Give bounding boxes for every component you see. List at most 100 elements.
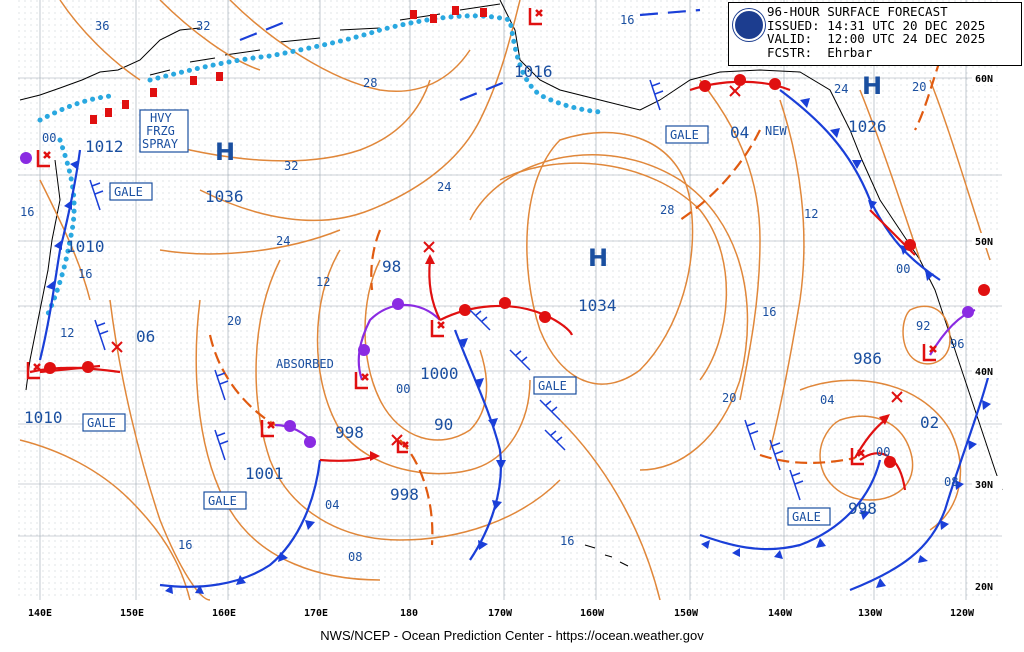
wind-barbs [89, 79, 804, 501]
gale-label: GALE [792, 510, 821, 524]
isobar-label: 02 [920, 413, 939, 432]
isobar-label: 16 [178, 538, 192, 552]
lon-tick: 170W [488, 608, 513, 619]
freezing-spray-warning: HVY FRZG SPRAY [139, 109, 189, 153]
isobar-label: 24 [834, 82, 848, 96]
isobar-label: 16 [762, 305, 776, 319]
lon-tick: 180 [400, 608, 418, 619]
front-symbols [20, 74, 991, 594]
pressure-low-998-b: 998 [390, 485, 419, 504]
svg-text:HVY: HVY [150, 111, 172, 125]
isobar-label: 32 [196, 19, 210, 33]
lon-tick: 150W [674, 608, 699, 619]
lon-tick: 160E [212, 608, 236, 619]
gale-label: GALE [87, 416, 116, 430]
stationary-front [239, 8, 701, 102]
pressure-low-1000: 1000 [420, 364, 459, 383]
forecast-info-text: 96-HOUR SURFACE FORECAST ISSUED: 14:31 U… [767, 5, 985, 59]
isobar-label: 92 [916, 319, 930, 333]
isobar-label: 32 [284, 159, 298, 173]
isobar-label: 98 [382, 257, 401, 276]
lon-tick: 170E [304, 608, 328, 619]
isobar-label: 28 [660, 203, 674, 217]
isobar-label: 08 [348, 550, 362, 564]
pressure-low-998-c: 998 [848, 499, 877, 518]
cold-front-3 [699, 459, 882, 551]
isobar-label: 1010 [24, 408, 63, 427]
lon-tick: 150E [120, 608, 144, 619]
isobar-label: 1016 [514, 62, 553, 81]
cold-front-5 [779, 89, 941, 281]
ice-accretion-symbols [90, 6, 487, 124]
isobar-label: 20 [912, 80, 926, 94]
forecast-info-box: 96-HOUR SURFACE FORECAST ISSUED: 14:31 U… [728, 2, 1022, 66]
isobar-labels: 36 32 32 28 28 24 24 24 20 20 20 16 16 1… [20, 13, 964, 564]
isobar-label: 16 [560, 534, 574, 548]
lat-tick: 60N [975, 74, 993, 85]
lat-tick: 50N [975, 237, 993, 248]
isobar-label: 24 [437, 180, 451, 194]
isobar-label: 06 [136, 327, 155, 346]
track-arrowheads [370, 254, 890, 461]
pressure-low-1001: 1001 [245, 464, 284, 483]
aleutian-islands [149, 3, 501, 76]
isobar-label: 00 [396, 382, 410, 396]
absorbed-label: ABSORBED [276, 357, 334, 371]
cold-front-2 [159, 459, 322, 588]
forecast-title: 96-HOUR SURFACE FORECAST [767, 4, 948, 19]
isobar-label: 24 [276, 234, 290, 248]
warm-front-5 [869, 209, 916, 256]
isobar-label: 04 [820, 393, 834, 407]
noaa-logo-icon [733, 9, 765, 41]
gale-label: GALE [208, 494, 237, 508]
trough-4 [914, 59, 942, 131]
isobar-label: 12 [316, 275, 330, 289]
isobar-label: 28 [363, 76, 377, 90]
high-center-1034-symbol: H [588, 244, 608, 272]
high-center-1026-symbol: H [862, 72, 882, 100]
isobar-label: 16 [620, 13, 634, 27]
isobar-label: 16 [78, 267, 92, 281]
isobar-label: 08 [944, 475, 958, 489]
lon-tick: 140W [768, 608, 793, 619]
pressure-low-1010: 1010 [66, 237, 105, 256]
isobar-label: 04 [730, 123, 749, 142]
warm-front-3 [859, 452, 907, 491]
pressure-low-986: 986 [853, 349, 882, 368]
gale-label: GALE [670, 128, 699, 142]
cold-front-1 [453, 329, 502, 561]
isobar-label: 96 [950, 337, 964, 351]
isobar-label: 12 [60, 326, 74, 340]
isobar-label: 04 [325, 498, 339, 512]
footer-credit: NWS/NCEP - Ocean Prediction Center - htt… [320, 628, 704, 643]
isobar-label: 00 [42, 131, 56, 145]
svg-text:SPRAY: SPRAY [142, 137, 179, 151]
isobar-label: 12 [804, 207, 818, 221]
isobar-label: 00 [876, 445, 890, 459]
trough-5 [370, 229, 382, 291]
isobar-label: 16 [20, 205, 34, 219]
lat-tick: 30N [975, 480, 993, 491]
valid-time: VALID: 12:00 UTC 24 DEC 2025 [767, 31, 986, 47]
gale-label: GALE [538, 379, 567, 393]
gale-warnings: GALE GALE GALE GALE GALE GALE [82, 125, 831, 526]
lat-tick: 20N [975, 582, 993, 593]
cold-front-4 [849, 369, 992, 592]
pressure-high-1036: 1036 [205, 187, 244, 206]
pressure-low-998-a: 998 [335, 423, 364, 442]
svg-text:FRZG: FRZG [146, 124, 175, 138]
high-center-1036-symbol: H [215, 138, 235, 166]
isobar-label: 20 [227, 314, 241, 328]
forecaster: FCSTR: Ehrbar [767, 44, 873, 60]
isobar-label: 90 [434, 415, 453, 434]
ice-edge-west [42, 137, 77, 323]
issued-time: ISSUED: 14:31 UTC 20 DEC 2025 [767, 17, 986, 33]
coastlines [19, 0, 1003, 567]
trough-3 [679, 129, 761, 221]
lon-tick: 160W [580, 608, 605, 619]
gale-label: GALE [114, 185, 143, 199]
low-centers [26, 8, 937, 466]
trough-1 [208, 334, 434, 546]
isobar-label: 20 [722, 391, 736, 405]
